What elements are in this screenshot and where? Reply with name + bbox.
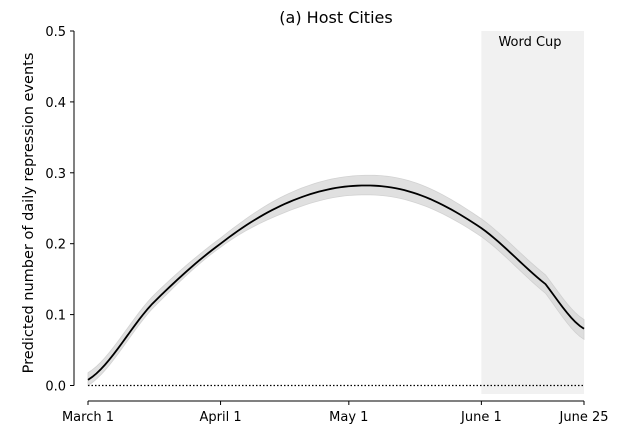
y-tick-label: 0.5: [45, 25, 66, 40]
y-tick-label: 0.0: [45, 379, 66, 394]
x-tick-label: June 25: [559, 410, 609, 425]
confidence-band: [87, 174, 585, 387]
prediction-line: [87, 184, 585, 381]
y-tick-label: 0.4: [45, 96, 66, 111]
y-axis-label: Predicted number of daily repression eve…: [21, 53, 37, 374]
y-tick-label: 0.3: [45, 167, 66, 182]
world-cup-shade: [481, 31, 584, 394]
x-tick-label: April 1: [199, 410, 241, 425]
x-tick-label: June 1: [460, 410, 502, 425]
y-tick-label: 0.2: [45, 238, 66, 253]
chart-title: (a) Host Cities: [279, 8, 392, 27]
y-tick-label: 0.1: [45, 309, 66, 324]
x-axis: March 1 April 1 May 1 June 1 June 25: [62, 400, 609, 425]
shade-annotation: Word Cup: [498, 35, 561, 50]
x-tick-label: March 1: [62, 410, 114, 425]
y-axis: 0.0 0.1 0.2 0.3 0.4 0.5: [45, 25, 75, 394]
x-tick-label: May 1: [329, 410, 368, 425]
